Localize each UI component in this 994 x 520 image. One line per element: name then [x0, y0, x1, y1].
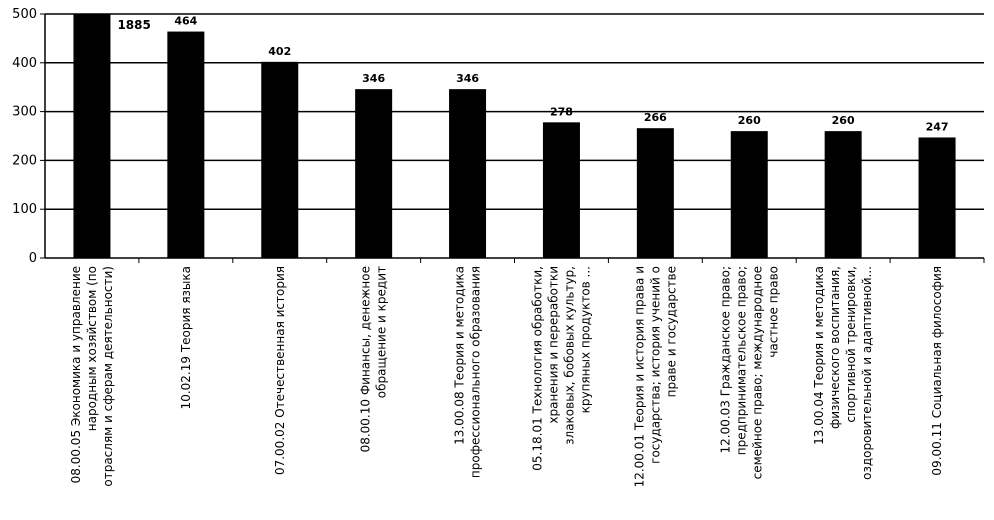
category-label: 13.00.04 Теория и методика физического во… — [812, 266, 874, 480]
y-tick-label: 100 — [12, 202, 37, 217]
data-label: 266 — [644, 111, 667, 124]
data-label: 247 — [926, 120, 949, 133]
category-label: 12.00.01 Теория и история права и государ… — [632, 266, 678, 487]
category-label-text: 12.00.01 Теория и история права и государ… — [632, 266, 678, 487]
y-tick-label: 400 — [12, 56, 37, 71]
category-label-line: 10.02.19 Теория языка — [179, 266, 193, 409]
category-label: 09.00.11 Социальная философия — [930, 266, 944, 476]
data-label: 402 — [268, 45, 291, 58]
axis-layer — [40, 13, 985, 263]
category-label-line: 08.00.05 Экономика и управление — [69, 266, 83, 483]
bar — [261, 61, 299, 258]
label-layer: 0 100 200 300 400 500 1885 08.00.05 Экономика и… — [12, 7, 948, 487]
data-label: 260 — [738, 114, 761, 127]
bar — [918, 137, 956, 258]
bar — [824, 131, 862, 258]
category-label-line: 12.00.03 Гражданское право; — [718, 266, 732, 454]
category-label-text: 05.18.01 Технология обработки, хранения и… — [530, 266, 592, 471]
category-label-text: 07.00.02 Отечественная история — [273, 266, 287, 475]
bar — [167, 31, 205, 259]
category-label-text: 10.02.19 Теория языка — [179, 266, 193, 409]
category-label: 08.00.10 Финансы, денежное обращение и кр… — [359, 266, 389, 452]
bar — [542, 122, 580, 258]
category-label-line: 09.00.11 Социальная философия — [930, 266, 944, 476]
category-label: 08.00.05 Экономика и управление народным … — [69, 266, 115, 487]
category-label-line: предпринимательское право; — [734, 266, 748, 455]
category-label-text: 09.00.11 Социальная философия — [930, 266, 944, 476]
category-label-line: праве и государстве — [664, 266, 678, 397]
category-label-line: хранения и переработки — [546, 266, 560, 424]
category-label-line: 12.00.01 Теория и история права и — [632, 266, 646, 487]
category-label-line: физического воспитания, — [828, 266, 842, 429]
category-label: 07.00.02 Отечественная история — [273, 266, 287, 475]
category-label-line: 13.00.08 Теория и методика — [453, 266, 467, 445]
category-label-line: злаковых, бобовых культур, — [562, 266, 576, 445]
data-label: 278 — [550, 105, 573, 118]
category-label-line: крупяных продуктов ... — [578, 266, 592, 413]
bar — [73, 14, 111, 258]
data-label: 346 — [456, 72, 479, 85]
category-label: 05.18.01 Технология обработки, хранения и… — [530, 266, 592, 471]
bar — [636, 128, 674, 258]
y-tick-label: 300 — [12, 105, 37, 120]
data-label: 260 — [832, 114, 855, 127]
y-tick-label: 200 — [12, 153, 37, 168]
bar — [449, 89, 487, 258]
category-label-text: 08.00.05 Экономика и управление народным … — [69, 266, 115, 487]
category-label-line: государства; история учений о — [648, 266, 662, 464]
category-label-line: обращение и кредит — [375, 266, 389, 398]
category-label-text: 08.00.10 Финансы, денежное обращение и кр… — [359, 266, 389, 452]
category-label-line: отраслям и сферам деятельности) — [101, 266, 115, 487]
y-tick-label: 0 — [29, 251, 37, 266]
category-label: 12.00.03 Гражданское право; предпринимате… — [718, 266, 780, 479]
y-tick-label: 500 — [12, 7, 37, 22]
category-label-line: 08.00.10 Финансы, денежное — [359, 266, 373, 452]
category-label-line: семейное право; международное — [750, 266, 764, 479]
data-label: 464 — [174, 15, 197, 28]
category-label-line: частное право — [766, 266, 780, 358]
category-label-text: 13.00.04 Теория и методика физического во… — [812, 266, 874, 480]
category-label-text: 12.00.03 Гражданское право; предпринимате… — [718, 266, 780, 479]
category-label-line: народным хозяйством (по — [85, 266, 99, 431]
category-label-line: 07.00.02 Отечественная история — [273, 266, 287, 475]
category-label-text: 13.00.08 Теория и методика профессиональн… — [453, 266, 483, 478]
category-label-line: оздоровительной и адаптивной... — [860, 266, 874, 480]
data-label: 346 — [362, 72, 385, 85]
category-label-line: спортивной тренировки, — [844, 266, 858, 423]
category-label-line: профессионального образования — [469, 266, 483, 478]
category-label: 13.00.08 Теория и методика профессиональн… — [453, 266, 483, 478]
bar-layer — [73, 14, 956, 259]
category-label-line: 05.18.01 Технология обработки, — [530, 266, 544, 471]
category-label-line: 13.00.04 Теория и методика — [812, 266, 826, 445]
category-label: 10.02.19 Теория языка — [179, 266, 193, 409]
bar — [355, 89, 393, 258]
bar — [730, 131, 768, 258]
data-label: 1885 — [117, 18, 150, 32]
